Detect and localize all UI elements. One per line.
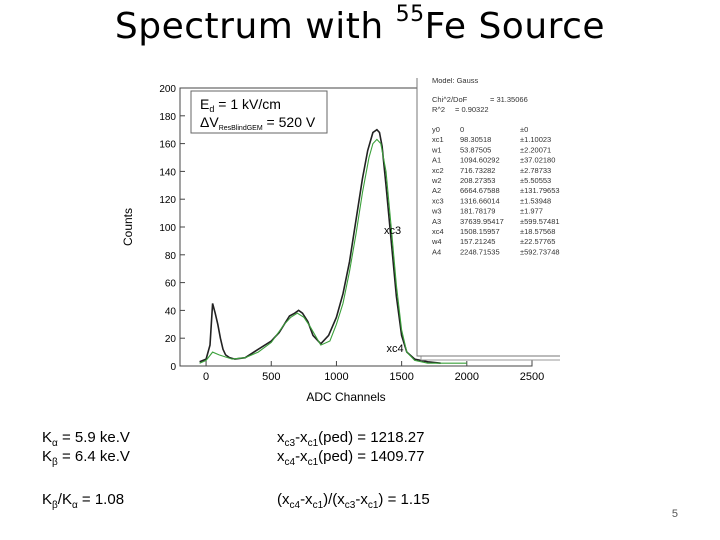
fit-param-name: xc4: [432, 227, 444, 236]
fit-param-error: ±0: [520, 125, 528, 134]
spectrum-chart: 0 500 1000 1500 2000 250002040608010012014016…: [121, 78, 560, 404]
x-tick-label: 1000: [324, 371, 348, 383]
fit-param-name: w1: [431, 145, 442, 154]
slide-title: Spectrum with 55Fe Source: [0, 2, 720, 47]
fit-param-value: 6664.67588: [460, 186, 500, 195]
fit-r2-value: = 0.90322: [455, 105, 489, 114]
x-tick-label: 500: [262, 371, 280, 383]
x-tick-label: 1500: [389, 371, 413, 383]
peak-ratio: (xc4-xc1)/(xc3-xc1) = 1.15: [277, 491, 430, 511]
title-end: Fe Source: [424, 6, 606, 47]
data-series-line: [199, 128, 441, 364]
fit-chi-label: Chi^2/DoF: [432, 95, 468, 104]
k-alpha-energy: Kα = 5.9 ke.V: [42, 429, 130, 449]
y-tick-label: 200: [159, 84, 176, 95]
fit-chi-value: = 31.35066: [490, 95, 528, 104]
fit-param-name: A4: [432, 247, 441, 256]
fit-param-error: ±1.977: [520, 207, 543, 216]
legend-voltage-sub: ResBlindGEM: [219, 125, 263, 132]
series-layer: xc3 xc4: [199, 128, 467, 364]
xc3-minus-xc1: xc3-xc1(ped) = 1218.27: [277, 429, 425, 449]
fit-param-error: ±2.78733: [520, 166, 551, 175]
xc4-minus-xc1: xc4-xc1(ped) = 1409.77: [277, 448, 425, 468]
y-tick-label: 20: [165, 334, 177, 345]
page-number: 5: [671, 508, 678, 520]
fit-param-value: 1316.66014: [460, 196, 500, 205]
legend-efield-value: = 1 kV/cm: [214, 96, 281, 112]
fit-series-line: [199, 138, 467, 364]
fit-param-name: A1: [432, 156, 441, 165]
fit-param-name: xc1: [432, 135, 444, 144]
fit-param-name: w2: [431, 176, 442, 185]
fit-param-error: ±18.57568: [520, 227, 555, 236]
fit-param-error: ±2.20071: [520, 145, 551, 154]
axis-ticks: 0 500 1000 1500 2000 250002040608010012014016…: [121, 84, 544, 404]
peak-annotation: xc3: [384, 225, 401, 237]
y-tick-label: 160: [159, 140, 176, 151]
fit-param-error: ±592.73748: [520, 247, 560, 256]
y-tick-label: 120: [159, 195, 176, 206]
fit-param-value: 37639.95417: [460, 217, 504, 226]
fit-param-value: 1094.60292: [460, 156, 500, 165]
title-main: Spectrum with: [114, 6, 396, 47]
y-tick-label: 40: [165, 306, 177, 317]
y-axis-label: Counts: [121, 208, 135, 246]
fit-param-value: 716.73282: [460, 166, 495, 175]
y-tick-label: 0: [170, 362, 176, 373]
fit-param-value: 0: [460, 125, 464, 134]
fit-param-name: A3: [432, 217, 441, 226]
fit-param-error: ±131.79653: [520, 186, 560, 195]
svg-text:Ed = 1 kV/cm: Ed = 1 kV/cm: [200, 96, 281, 114]
legend-box: Ed = 1 kV/cm ΔVResBlindGEM = 520 V: [190, 90, 328, 134]
fit-param-value: 157.21245: [460, 237, 495, 246]
fit-param-value: 181.78179: [460, 207, 495, 216]
fit-param-value: 53.87505: [460, 145, 491, 154]
fit-param-name: w4: [431, 237, 442, 246]
x-tick-label: 2000: [455, 371, 479, 383]
x-tick-label: 0: [203, 371, 209, 383]
k-ratio: Kβ/Kα = 1.08: [42, 491, 125, 511]
fit-param-value: 208.27353: [460, 176, 495, 185]
fit-param-value: 1508.15957: [460, 227, 500, 236]
fit-param-error: ±22.57765: [520, 237, 555, 246]
legend-efield-symbol: E: [200, 96, 209, 112]
k-beta-energy: Kβ = 6.4 ke.V: [42, 448, 130, 468]
y-tick-label: 140: [159, 167, 176, 178]
legend-voltage-symbol: ΔV: [200, 114, 219, 130]
fit-model-title: Model: Gauss: [432, 78, 479, 85]
y-tick-label: 60: [165, 279, 177, 290]
fit-param-error: ±37.02180: [520, 156, 555, 165]
title-isotope-mass: 55: [395, 2, 425, 27]
peak-annotation: xc4: [387, 343, 404, 355]
fit-r2-label: R^2: [432, 105, 445, 114]
fit-param-error: ±1.53948: [520, 196, 551, 205]
fit-param-error: ±599.57481: [520, 217, 560, 226]
fit-param-name: A2: [432, 186, 441, 195]
fit-param-name: xc2: [432, 166, 444, 175]
legend-voltage-value: = 520 V: [263, 114, 316, 130]
legend-efield-sub: d: [209, 104, 214, 114]
fit-param-error: ±1.10023: [520, 135, 551, 144]
fit-param-error: ±5.50553: [520, 176, 551, 185]
fit-param-name: xc3: [432, 196, 444, 205]
y-tick-label: 80: [165, 251, 177, 262]
svg-text:ΔVResBlindGEM = 520 V: ΔVResBlindGEM = 520 V: [200, 114, 316, 132]
x-axis-label: ADC Channels: [306, 390, 385, 404]
fit-param-name: y0: [432, 125, 440, 134]
x-tick-label: 2500: [520, 371, 544, 383]
fit-param-value: 2248.71535: [460, 247, 500, 256]
fit-param-value: 98.30518: [460, 135, 491, 144]
fit-param-name: w3: [431, 207, 442, 216]
y-tick-label: 100: [159, 223, 176, 234]
y-tick-label: 180: [159, 112, 176, 123]
